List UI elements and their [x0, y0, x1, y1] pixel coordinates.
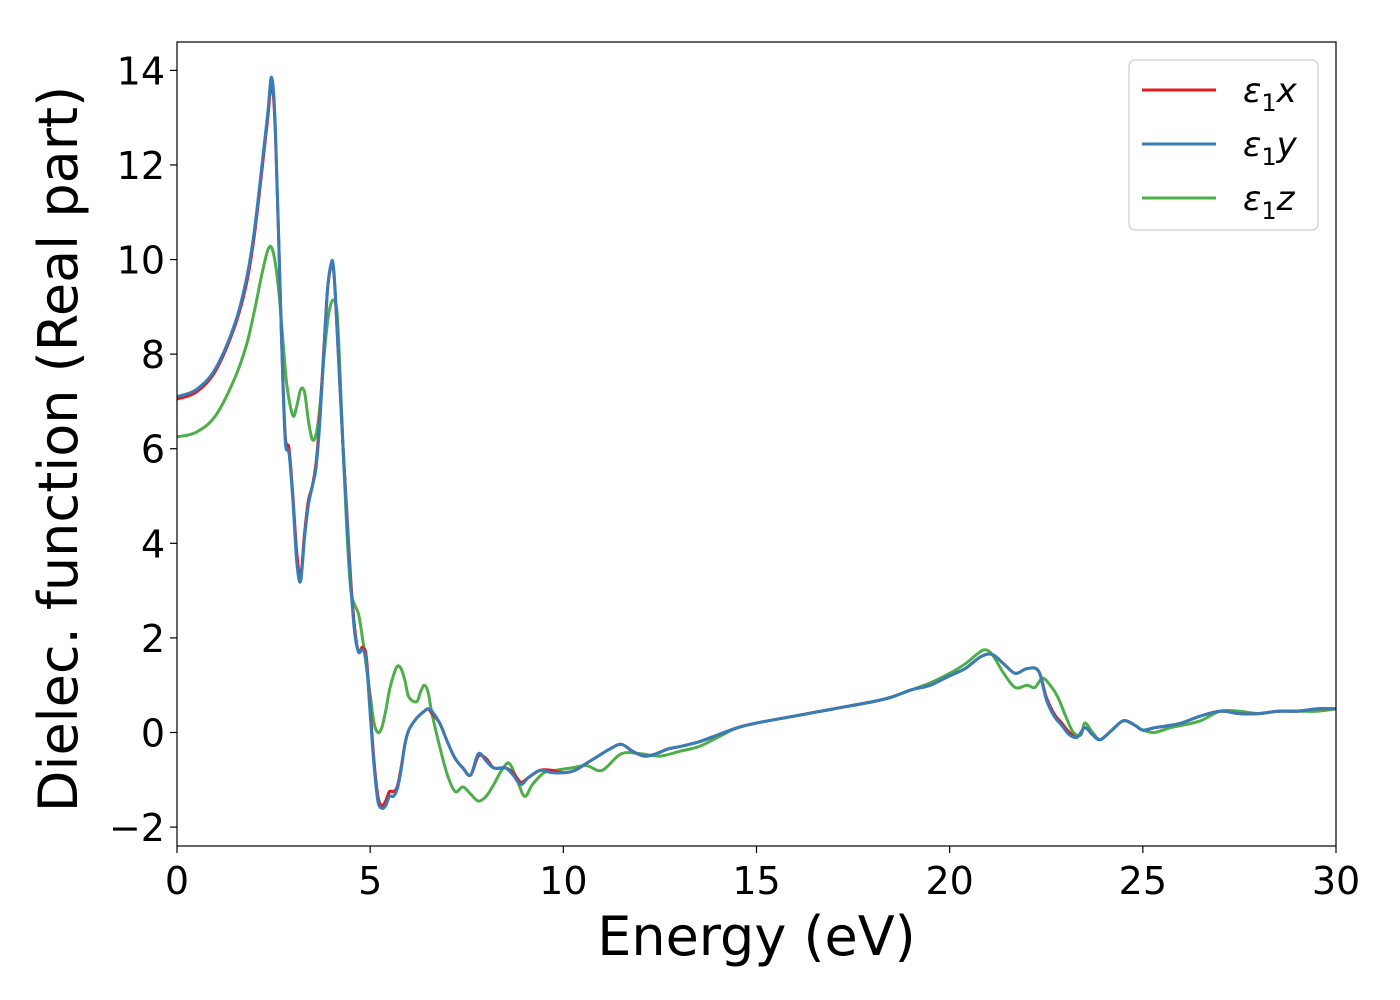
- x-tick-label: 25: [1119, 859, 1167, 903]
- y-tick-label: 10: [117, 239, 165, 283]
- legend-subscript: 1: [1261, 197, 1276, 225]
- y-axis: −2 0 2 4 6 8 10 12 14: [109, 49, 177, 850]
- legend-box: [1128, 59, 1319, 231]
- legend-subscript: 1: [1261, 89, 1276, 117]
- y-axis-label: Dielec. function (Real part): [27, 86, 90, 812]
- series-line-y: [177, 75, 1336, 810]
- x-tick-label: 15: [732, 859, 780, 903]
- legend-symbol: ε: [1243, 179, 1261, 219]
- x-tick-label: 0: [165, 859, 189, 903]
- y-tick-label: 14: [117, 49, 165, 93]
- x-tick-label: 5: [358, 859, 382, 903]
- legend-label-y: ε1y: [1243, 125, 1298, 171]
- legend-label-x: ε1x: [1243, 71, 1298, 117]
- y-tick-label: 2: [141, 617, 165, 661]
- legend-component: y: [1276, 125, 1298, 165]
- x-axis-label: Energy (eV): [597, 905, 916, 968]
- y-tick-label: 0: [141, 711, 165, 755]
- y-tick-label: −2: [109, 806, 165, 850]
- y-tick-label: 6: [141, 428, 165, 472]
- legend-label-z: ε1z: [1243, 179, 1296, 225]
- x-tick-label: 30: [1312, 859, 1360, 903]
- legend-symbol: ε: [1243, 125, 1261, 165]
- legend-symbol: ε: [1243, 71, 1261, 111]
- x-tick-label: 20: [925, 859, 973, 903]
- y-tick-label: 8: [141, 333, 165, 377]
- legend-component: x: [1276, 71, 1298, 111]
- legend-subscript: 1: [1261, 143, 1276, 171]
- plot-lines: [177, 75, 1336, 810]
- y-tick-label: 4: [141, 522, 165, 566]
- legend-component: z: [1276, 179, 1296, 219]
- x-tick-label: 10: [539, 859, 587, 903]
- x-axis: 0 5 10 15 20 25 30: [165, 846, 1360, 903]
- y-tick-label: 12: [117, 144, 165, 188]
- series-line-z: [177, 244, 1336, 803]
